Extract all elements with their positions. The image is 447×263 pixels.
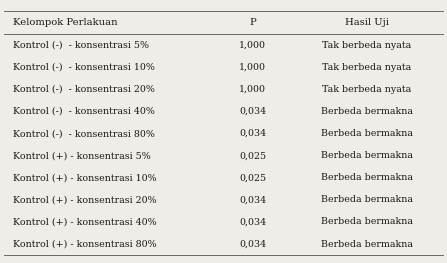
Text: Kontrol (+) - konsentrasi 20%: Kontrol (+) - konsentrasi 20%	[13, 195, 157, 204]
Text: Tak berbeda nyata: Tak berbeda nyata	[322, 85, 411, 94]
Text: Berbeda bermakna: Berbeda bermakna	[320, 195, 413, 204]
Text: 0,034: 0,034	[239, 107, 266, 116]
Text: Berbeda bermakna: Berbeda bermakna	[320, 240, 413, 249]
Text: Kontrol (-)  - konsentrasi 10%: Kontrol (-) - konsentrasi 10%	[13, 63, 155, 72]
Text: P: P	[249, 18, 256, 27]
Text: Berbeda bermakna: Berbeda bermakna	[320, 107, 413, 116]
Text: Tak berbeda nyata: Tak berbeda nyata	[322, 63, 411, 72]
Text: Kontrol (-)  - konsentrasi 5%: Kontrol (-) - konsentrasi 5%	[13, 41, 149, 50]
Text: Kelompok Perlakuan: Kelompok Perlakuan	[13, 18, 118, 27]
Text: Hasil Uji: Hasil Uji	[345, 18, 388, 27]
Text: 0,025: 0,025	[239, 173, 266, 182]
Text: 0,034: 0,034	[239, 218, 266, 226]
Text: 1,000: 1,000	[239, 63, 266, 72]
Text: 0,034: 0,034	[239, 129, 266, 138]
Text: Berbeda bermakna: Berbeda bermakna	[320, 129, 413, 138]
Text: Berbeda bermakna: Berbeda bermakna	[320, 218, 413, 226]
Text: Kontrol (+) - konsentrasi 10%: Kontrol (+) - konsentrasi 10%	[13, 173, 157, 182]
Text: Tak berbeda nyata: Tak berbeda nyata	[322, 41, 411, 50]
Text: Kontrol (+) - konsentrasi 40%: Kontrol (+) - konsentrasi 40%	[13, 218, 157, 226]
Text: Kontrol (-)  - konsentrasi 80%: Kontrol (-) - konsentrasi 80%	[13, 129, 155, 138]
Text: Berbeda bermakna: Berbeda bermakna	[320, 151, 413, 160]
Text: 0,034: 0,034	[239, 240, 266, 249]
Text: 1,000: 1,000	[239, 41, 266, 50]
Text: 1,000: 1,000	[239, 85, 266, 94]
Text: 0,025: 0,025	[239, 151, 266, 160]
Text: 0,034: 0,034	[239, 195, 266, 204]
Text: Kontrol (-)  - konsentrasi 40%: Kontrol (-) - konsentrasi 40%	[13, 107, 155, 116]
Text: Kontrol (+) - konsentrasi 80%: Kontrol (+) - konsentrasi 80%	[13, 240, 157, 249]
Text: Kontrol (+) - konsentrasi 5%: Kontrol (+) - konsentrasi 5%	[13, 151, 151, 160]
Text: Kontrol (-)  - konsentrasi 20%: Kontrol (-) - konsentrasi 20%	[13, 85, 155, 94]
Text: Berbeda bermakna: Berbeda bermakna	[320, 173, 413, 182]
